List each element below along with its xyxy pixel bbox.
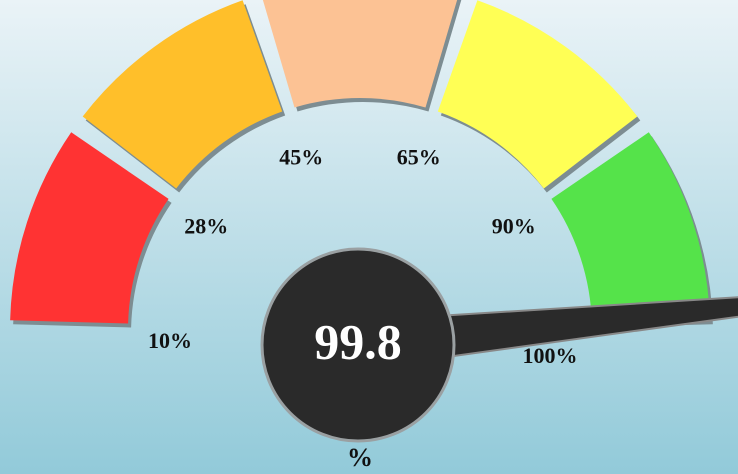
tick-label: 90% [492, 213, 536, 238]
band [10, 132, 169, 324]
labels: 10% 28% 45% 65% 90% 100% [148, 144, 578, 368]
band [82, 0, 283, 189]
tick-label: 28% [184, 213, 228, 238]
tick-label: 65% [397, 144, 441, 169]
value-label: 99.8 [314, 313, 402, 369]
tick-label: 45% [279, 144, 323, 169]
tick-label: 100% [523, 343, 578, 368]
bands [10, 0, 713, 328]
unit-label: % [347, 443, 373, 472]
needle-group: 99.8 [260, 247, 738, 443]
tick-label: 10% [148, 328, 192, 353]
hub [260, 247, 456, 443]
band [262, 0, 458, 108]
band [551, 132, 710, 324]
band [437, 0, 638, 189]
